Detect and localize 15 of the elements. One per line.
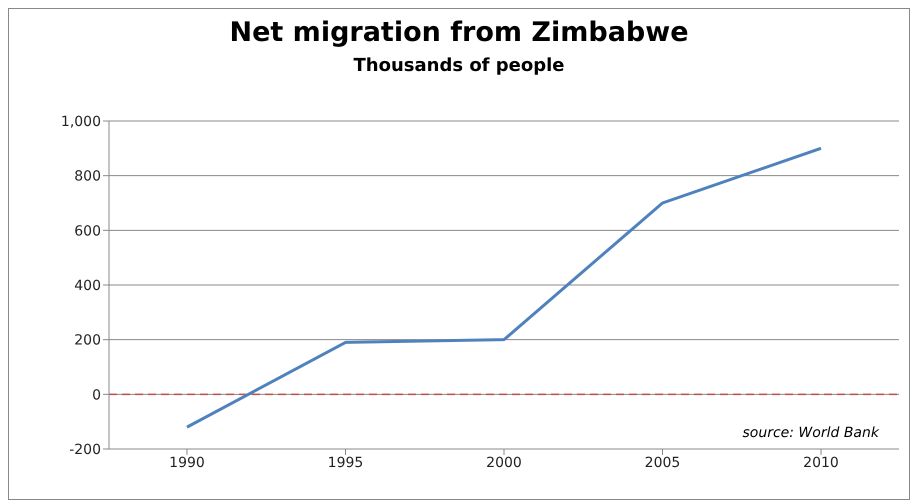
x-tick-label: 1995 bbox=[328, 454, 364, 471]
y-tick-label: 600 bbox=[74, 223, 101, 240]
y-tick-label: 200 bbox=[74, 332, 101, 349]
y-tick-label: 0 bbox=[92, 387, 101, 404]
y-tick-label: 800 bbox=[74, 168, 101, 185]
x-tick-label: 2000 bbox=[486, 454, 522, 471]
y-tick-label: -200 bbox=[69, 442, 101, 458]
x-tick-label: 1990 bbox=[169, 454, 205, 471]
annotation: source: World Bank bbox=[742, 425, 879, 441]
chart-title: Net migration from Zimbabwe bbox=[228, 17, 690, 48]
x-tick-label: 2005 bbox=[644, 454, 680, 471]
y-tick-label: 400 bbox=[74, 278, 101, 294]
x-tick-label: 2010 bbox=[803, 454, 839, 471]
y-tick-label: 1,000 bbox=[60, 114, 101, 130]
chart-subtitle: Thousands of people bbox=[352, 55, 566, 76]
